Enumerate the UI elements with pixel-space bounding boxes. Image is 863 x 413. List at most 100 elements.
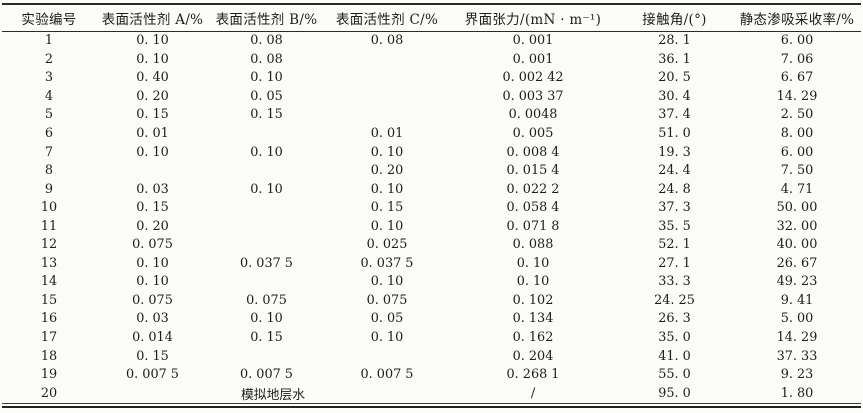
- table-cell: 0. 20: [370, 163, 404, 179]
- table-cell: 0. 088: [512, 237, 554, 253]
- table-cell: 0. 037 5: [360, 255, 414, 271]
- table-cell: 14. 29: [776, 330, 818, 346]
- table-row: 8 0. 20 0. 015 4 24. 4 7. 50: [2, 161, 861, 180]
- table-cell: 0. 03: [136, 181, 169, 197]
- table-cell: 0. 0048: [508, 107, 558, 123]
- table-cell: 50. 00: [776, 200, 818, 216]
- table-row: 4 0. 20 0. 05 0. 003 37 30. 4 14. 29: [2, 87, 861, 106]
- table-row: 15 0. 075 0. 075 0. 075 0. 102 24. 25 9. 41: [2, 291, 861, 310]
- table-cell: 0. 008 4: [506, 144, 560, 160]
- table-cell: 26. 3: [658, 311, 691, 327]
- column-header: 界面张力/(mN · m⁻¹): [464, 11, 602, 28]
- table-cell: 0. 15: [250, 107, 283, 123]
- table-cell: /: [530, 385, 536, 401]
- table-cell: 0. 10: [136, 33, 169, 49]
- table-cell: 7. 50: [780, 163, 814, 179]
- table-cell: [209, 198, 324, 217]
- table-cell: 0. 15: [136, 200, 169, 216]
- table-cell: 0. 05: [250, 88, 283, 104]
- table-cell: 0. 071 8: [506, 218, 560, 234]
- table-cell: 52. 1: [658, 237, 691, 253]
- header-row: 实验编号 表面活性剂 A/% 表面活性剂 B/% 表面活性剂 C/% 界面张力/(mN …: [2, 4, 861, 31]
- table-cell: 0. 08: [370, 33, 404, 49]
- table-cell: 26. 67: [776, 255, 818, 271]
- experiment-results-table: 实验编号 表面活性剂 A/% 表面活性剂 B/% 表面活性剂 C/% 界面张力/(mN …: [2, 3, 861, 403]
- table-cell: 0. 05: [370, 311, 404, 327]
- table-cell: 0. 10: [250, 181, 283, 197]
- table-cell: 0. 022 2: [506, 181, 560, 197]
- table-row: 10 0. 15 0. 15 0. 058 4 37. 3 50. 00: [2, 198, 861, 217]
- table-cell: 0. 204: [512, 348, 554, 364]
- table-cell: 0. 10: [370, 144, 404, 160]
- table-cell: 49. 23: [776, 274, 818, 290]
- table-cell: 2: [44, 51, 54, 67]
- table-cell: 0. 10: [136, 144, 169, 160]
- table-cell: 2. 50: [780, 107, 814, 123]
- table-row: 19 0. 007 5 0. 007 5 0. 007 5 0. 268 1 55. 0 9…: [2, 365, 861, 384]
- table-cell: 0. 007 5: [360, 367, 414, 383]
- column-header: 表面活性剂 C/%: [335, 11, 439, 28]
- table-row: 6 0. 01 0. 01 0. 005 51. 0 8. 00: [2, 124, 861, 143]
- table-cell: 7: [44, 144, 54, 160]
- table-body: 1 0. 10 0. 08 0. 08 0. 001 28. 1 6. 00 2 0. 10 0.…: [2, 31, 861, 403]
- table-cell: 0. 03: [136, 311, 169, 327]
- table-cell: 0. 10: [250, 144, 283, 160]
- column-header: 实验编号: [21, 11, 77, 28]
- table-row: 5 0. 15 0. 15 0. 0048 37. 4 2. 50: [2, 106, 861, 125]
- table-cell: 0. 15: [136, 107, 169, 123]
- table-cell: 1: [44, 33, 54, 49]
- table-cell: [324, 69, 450, 88]
- table-row: 1 0. 10 0. 08 0. 08 0. 001 28. 1 6. 00: [2, 31, 861, 50]
- table-cell: 0. 01: [370, 126, 404, 141]
- table-cell: [209, 124, 324, 143]
- table-cell: [209, 161, 324, 180]
- table-row: 7 0. 10 0. 10 0. 10 0. 008 4 19. 3 6. 00: [2, 143, 861, 162]
- table-cell: 0. 10: [516, 274, 550, 290]
- table-cell: 33. 3: [658, 274, 691, 290]
- table-cell: 0. 10: [370, 274, 404, 290]
- table-row: 3 0. 40 0. 10 0. 002 42 20. 5 6. 67: [2, 69, 861, 88]
- table-cell: 0. 075: [132, 292, 173, 308]
- table-cell: 32. 00: [776, 218, 818, 234]
- table-cell: 0. 15: [250, 330, 283, 346]
- table-cell: 0. 037 5: [240, 255, 293, 271]
- table-cell: 0. 20: [136, 218, 169, 234]
- table-head: 实验编号 表面活性剂 A/% 表面活性剂 B/% 表面活性剂 C/% 界面张力/(mN …: [2, 4, 861, 31]
- table-cell: 37. 4: [658, 107, 691, 123]
- table-cell: 12: [40, 237, 58, 253]
- bottom-rule-thin: [2, 402, 861, 406]
- table-row: 20 模拟地层水 / 95. 0 1. 80: [2, 384, 861, 403]
- table-row: 2 0. 10 0. 08 0. 001 36. 1 7. 06: [2, 50, 861, 69]
- table-cell: 模拟地层水: [241, 387, 305, 403]
- table-cell: 95. 0: [658, 385, 691, 401]
- table-cell: 18: [40, 348, 58, 364]
- table-cell: 16: [40, 311, 58, 327]
- table-cell: 17: [40, 330, 58, 346]
- table-cell: 27. 1: [658, 255, 691, 271]
- table-cell: 40. 00: [776, 237, 818, 253]
- table-cell: [324, 87, 450, 106]
- table-cell: 7. 06: [780, 51, 814, 67]
- table-cell: 9. 41: [780, 292, 814, 308]
- table-cell: 0. 10: [250, 311, 283, 327]
- table-cell: 6. 00: [780, 144, 814, 160]
- table-cell: 24. 25: [654, 292, 695, 308]
- table-cell: 0. 10: [136, 51, 169, 67]
- table-cell: 9. 23: [780, 367, 814, 383]
- table-cell: [209, 347, 324, 366]
- table-cell: 0. 002 42: [502, 70, 564, 86]
- table-cell: 8: [44, 163, 54, 179]
- table-cell: 0. 075: [246, 292, 287, 308]
- table-cell: 6. 67: [780, 70, 814, 86]
- table-cell: 41. 0: [658, 348, 691, 364]
- table-cell: 55. 0: [658, 367, 691, 383]
- table-cell: 10: [40, 200, 58, 216]
- table-cell: 20. 5: [658, 70, 691, 86]
- table-cell: [324, 347, 450, 366]
- table-cell: 37. 33: [776, 348, 818, 364]
- table-cell: 0. 10: [136, 255, 169, 271]
- table-cell: 0. 10: [370, 181, 404, 197]
- table-cell: 0. 025: [366, 237, 408, 253]
- table-cell: 0. 015 4: [506, 163, 560, 179]
- table-cell: 0. 102: [512, 292, 554, 308]
